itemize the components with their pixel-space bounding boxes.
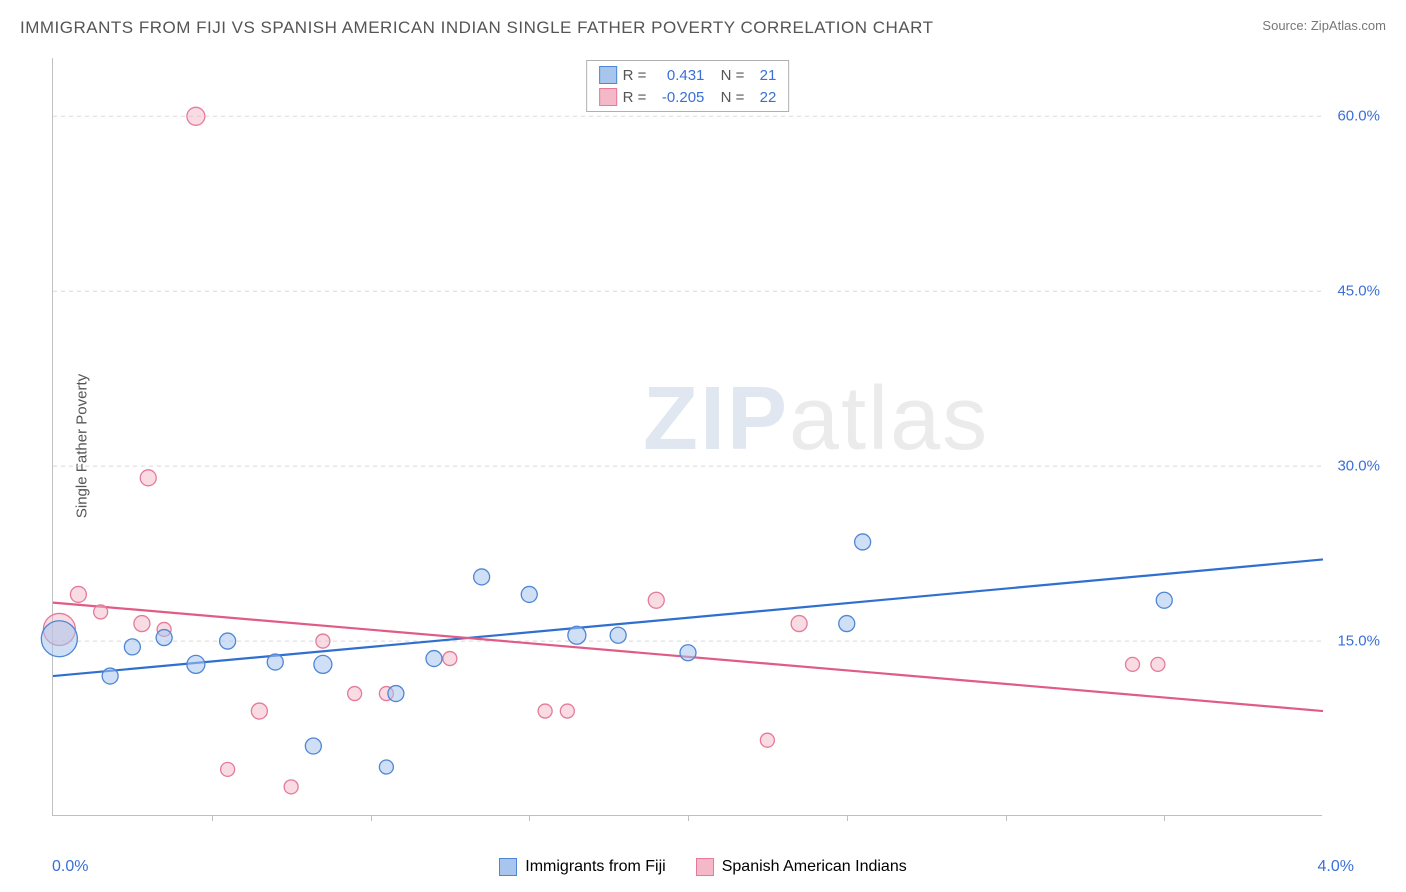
- gridlines: [53, 116, 1323, 641]
- source-name[interactable]: ZipAtlas.com: [1311, 18, 1386, 33]
- chart-plot-area: ZIPatlas R = 0.431 N = 21 R = -0.205 N =…: [52, 58, 1322, 816]
- data-point: [220, 633, 236, 649]
- x-tick-mark: [847, 815, 848, 821]
- scatter-svg: [53, 58, 1322, 815]
- data-point: [187, 107, 205, 125]
- legend-label-fiji: Immigrants from Fiji: [525, 858, 665, 876]
- legend-item-fiji: Immigrants from Fiji: [499, 858, 665, 876]
- data-point: [426, 651, 442, 667]
- title-bar: IMMIGRANTS FROM FIJI VS SPANISH AMERICAN…: [20, 18, 1386, 38]
- data-point: [1126, 657, 1140, 671]
- data-point: [221, 762, 235, 776]
- x-tick-mark: [212, 815, 213, 821]
- data-point: [187, 655, 205, 673]
- y-tick-label: 60.0%: [1337, 108, 1380, 125]
- data-point: [839, 616, 855, 632]
- trendlines: [53, 559, 1323, 711]
- points-spanish: [43, 107, 1165, 794]
- points-fiji: [41, 534, 1172, 774]
- data-point: [124, 639, 140, 655]
- data-point: [348, 687, 362, 701]
- data-point: [610, 627, 626, 643]
- data-point: [560, 704, 574, 718]
- data-point: [314, 655, 332, 673]
- y-tick-label: 30.0%: [1337, 458, 1380, 475]
- x-tick-mark: [1164, 815, 1165, 821]
- data-point: [1156, 592, 1172, 608]
- y-tick-label: 15.0%: [1337, 633, 1380, 650]
- data-point: [94, 605, 108, 619]
- x-tick-mark: [688, 815, 689, 821]
- source-attribution: Source: ZipAtlas.com: [1262, 18, 1386, 33]
- data-point: [134, 616, 150, 632]
- swatch-spanish-icon: [696, 858, 714, 876]
- data-point: [379, 760, 393, 774]
- x-axis-max-label: 4.0%: [1318, 858, 1354, 876]
- data-point: [1151, 657, 1165, 671]
- legend-label-spanish: Spanish American Indians: [722, 858, 907, 876]
- source-label: Source:: [1262, 18, 1307, 33]
- data-point: [443, 652, 457, 666]
- data-point: [855, 534, 871, 550]
- data-point: [267, 654, 283, 670]
- data-point: [251, 703, 267, 719]
- data-point: [305, 738, 321, 754]
- data-point: [102, 668, 118, 684]
- bottom-legend-bar: 0.0% Immigrants from Fiji Spanish Americ…: [0, 858, 1406, 876]
- data-point: [41, 621, 77, 657]
- x-tick-mark: [529, 815, 530, 821]
- data-point: [568, 626, 586, 644]
- x-tick-mark: [1006, 815, 1007, 821]
- swatch-fiji-icon: [499, 858, 517, 876]
- chart-title: IMMIGRANTS FROM FIJI VS SPANISH AMERICAN…: [20, 18, 1386, 38]
- legend-item-spanish: Spanish American Indians: [696, 858, 907, 876]
- data-point: [648, 592, 664, 608]
- data-point: [521, 586, 537, 602]
- series-legend: Immigrants from Fiji Spanish American In…: [499, 858, 906, 876]
- data-point: [316, 634, 330, 648]
- data-point: [791, 616, 807, 632]
- data-point: [680, 645, 696, 661]
- data-point: [538, 704, 552, 718]
- x-axis-min-label: 0.0%: [52, 858, 88, 876]
- x-tick-mark: [371, 815, 372, 821]
- data-point: [388, 686, 404, 702]
- data-point: [760, 733, 774, 747]
- data-point: [284, 780, 298, 794]
- data-point: [474, 569, 490, 585]
- y-tick-label: 45.0%: [1337, 283, 1380, 300]
- data-point: [70, 586, 86, 602]
- data-point: [140, 470, 156, 486]
- data-point: [156, 630, 172, 646]
